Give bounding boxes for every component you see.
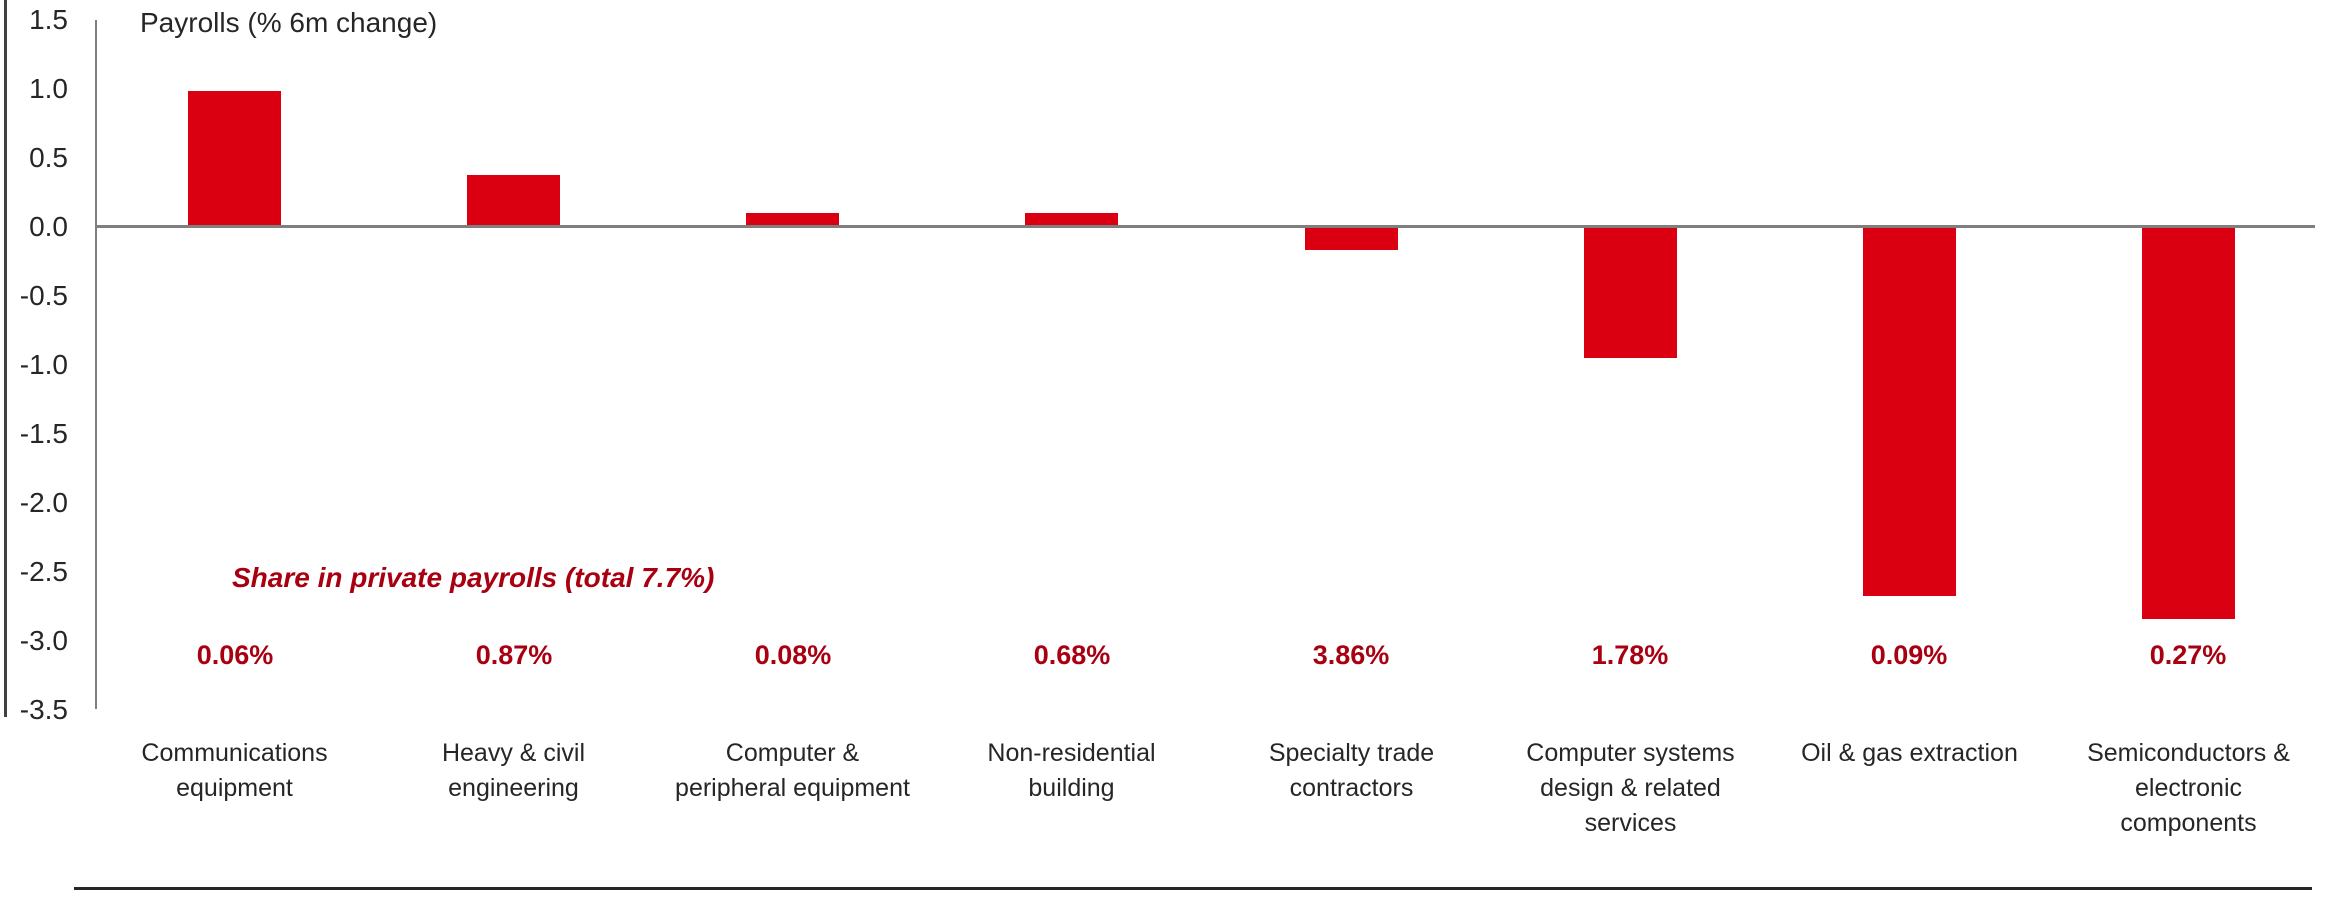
bar-non-residential-building — [1025, 213, 1118, 225]
share-caption: Share in private payrolls (total 7.7%) — [232, 562, 715, 593]
left-border-line — [4, 0, 7, 717]
share-value: 1.78% — [1591, 640, 1669, 670]
bar-oil-gas-extraction — [1863, 228, 1956, 596]
bar-specialty-trade-contractors — [1305, 228, 1398, 250]
share-value: 0.08% — [754, 640, 832, 670]
y-tick-label: 0.0 — [29, 210, 68, 242]
category-label: Communications equipment — [141, 739, 328, 802]
bar-semiconductors-electronic-components — [2142, 228, 2235, 619]
bottom-border-line — [74, 887, 2312, 890]
category-label: Heavy & civil engineering — [441, 739, 586, 802]
y-tick-label: -3.5 — [19, 693, 68, 725]
bar-heavy-civil-engineering — [467, 175, 560, 225]
category-label: Computer & peripheral equipment — [675, 739, 910, 802]
chart-title: Payrolls (% 6m change) — [140, 7, 438, 38]
category-label: Specialty trade contractors — [1268, 739, 1435, 802]
category-label: Oil & gas extraction — [1801, 739, 2018, 767]
share-value: 3.86% — [1312, 640, 1390, 670]
category-label: Semiconductors & electronic components — [2087, 739, 2290, 837]
y-tick-label: -2.5 — [19, 555, 68, 587]
share-value: 0.06% — [196, 640, 274, 670]
bar-communications-equipment — [188, 91, 281, 225]
category-label: Computer systems design & related servic… — [1526, 739, 1735, 837]
y-tick-label: 1.0 — [29, 72, 68, 104]
bar-computer-peripheral-equipment — [746, 213, 839, 225]
zero-axis-line — [95, 225, 2315, 228]
share-value: 0.27% — [2149, 640, 2227, 670]
y-tick-label: -3.0 — [19, 624, 68, 656]
y-tick-label: -2.0 — [19, 486, 68, 518]
y-axis-line — [95, 20, 97, 709]
y-tick-label: 1.5 — [29, 3, 68, 35]
y-tick-label: -1.5 — [19, 417, 68, 449]
y-tick-label: -0.5 — [19, 279, 68, 311]
share-value: 0.09% — [1870, 640, 1948, 670]
category-label: Non-residential building — [987, 739, 1156, 802]
bar-computer-systems-design-related-services — [1584, 228, 1677, 358]
share-value: 0.68% — [1033, 640, 1111, 670]
share-value: 0.87% — [475, 640, 553, 670]
y-tick-label: -1.0 — [19, 348, 68, 380]
y-tick-label: 0.5 — [29, 141, 68, 173]
